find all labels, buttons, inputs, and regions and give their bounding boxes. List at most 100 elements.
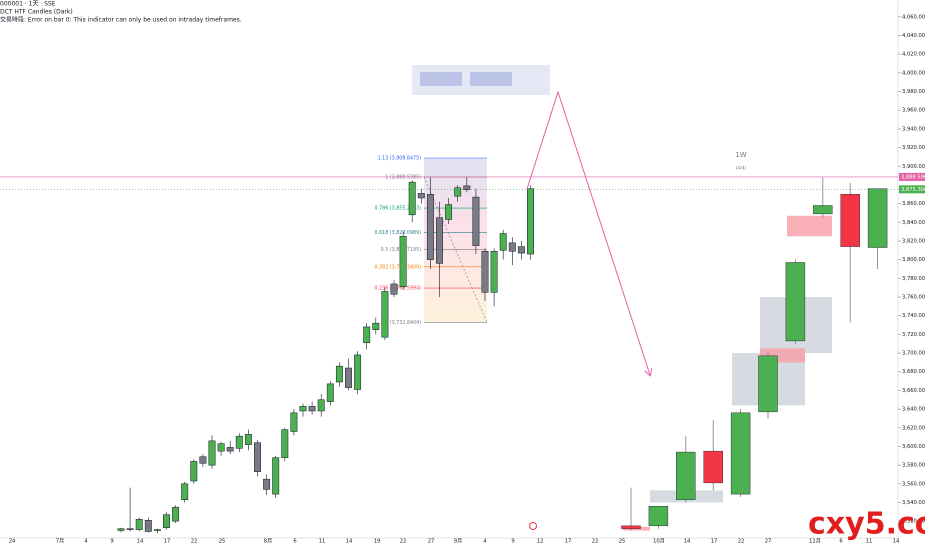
candle-body <box>190 461 198 482</box>
error-note: 交易時段: Error on bar 0: This indicator can… <box>0 16 242 24</box>
htf-body <box>758 355 778 413</box>
price-tag <box>899 185 925 194</box>
htf-body <box>621 525 641 529</box>
x-tick-label: 22 <box>738 539 745 544</box>
htf-body <box>648 506 669 527</box>
x-tick-label: 14 <box>137 539 144 544</box>
candle-body <box>117 528 125 531</box>
fib-label: 0.236 (3,769.5994) <box>375 286 422 292</box>
x-tick-label: 9 <box>511 539 514 544</box>
fib-label: 1 (3,888.5985) <box>385 174 421 180</box>
y-tick-label: 3,600.000 <box>902 444 925 450</box>
candle-body <box>499 233 507 251</box>
htf-body <box>867 188 888 248</box>
candle-body <box>426 194 434 260</box>
y-tick-label: 3,800.000 <box>902 257 925 263</box>
candle-body <box>272 457 280 495</box>
candle-body <box>436 217 443 264</box>
x-tick-label: 27 <box>428 539 435 544</box>
fib-trend <box>423 176 488 323</box>
x-tick-label: 9 <box>110 539 113 544</box>
x-tick-label: 14 <box>346 539 353 544</box>
x-tick-label: 19 <box>374 539 381 544</box>
y-tick-label: 3,720.000 <box>902 332 925 338</box>
candle-body <box>527 188 534 255</box>
htf-counter: (4/4) <box>736 166 747 172</box>
candle-body <box>172 506 180 522</box>
candle-body <box>153 529 161 531</box>
htf-body <box>840 194 860 247</box>
candle-body <box>290 412 298 432</box>
x-tick-label: 17 <box>565 539 572 544</box>
y-tick-label: 3,760.000 <box>902 295 925 301</box>
candle-body <box>281 429 289 458</box>
htf-body <box>676 451 696 500</box>
y-tick-label: 3,700.000 <box>902 351 925 357</box>
candle-body <box>317 399 325 412</box>
x-tick-label: 25 <box>219 539 226 544</box>
candle-body <box>517 246 525 254</box>
x-tick-label: 14 <box>893 539 900 544</box>
x-tick-label: 27 <box>765 539 772 544</box>
candle-body <box>445 204 453 220</box>
price-label: 3,888.590 <box>901 174 925 180</box>
candle-body <box>381 291 389 338</box>
candle-body <box>326 383 334 402</box>
candle-body <box>463 185 471 190</box>
candle-body <box>399 236 407 287</box>
candle-body <box>226 447 234 452</box>
candle-body <box>490 251 498 293</box>
htf-label: 1W <box>735 151 746 159</box>
y-tick-label: 4,060.000 <box>902 14 925 20</box>
htf-body <box>785 262 806 342</box>
htf-body <box>813 205 833 215</box>
candle-body <box>472 196 480 246</box>
x-tick-label: 25 <box>619 539 626 544</box>
y-tick-label: 3,520.000 <box>902 519 925 525</box>
x-tick-label: 12 <box>537 539 544 544</box>
x-tick-label: 6 <box>839 539 842 544</box>
y-tick-label: 3,860.000 <box>902 201 925 207</box>
candle-body <box>181 483 189 500</box>
y-tick-label: 3,780.000 <box>902 276 925 282</box>
x-tick-label: 24 <box>9 539 16 544</box>
fib-label: 0.786 (3,855.2653) <box>375 206 422 212</box>
candle-body <box>144 520 152 532</box>
x-tick-label: 17 <box>711 539 718 544</box>
projection-arrow <box>526 90 650 375</box>
candle-body <box>390 283 398 295</box>
candle-body <box>163 514 170 528</box>
x-tick-label: 8月 <box>264 538 273 544</box>
candle-body <box>417 193 425 199</box>
candle-body <box>244 434 252 445</box>
candle-body <box>217 443 225 452</box>
event-icon[interactable] <box>529 522 537 530</box>
symbol: 000001 · 1天 · SSE <box>0 1 56 8</box>
x-tick-label: 10月 <box>653 538 665 544</box>
candle-body <box>408 181 416 216</box>
x-tick-label: 9月 <box>454 538 463 544</box>
candle-body <box>235 435 243 449</box>
price-label: 3,875.300 <box>901 187 925 193</box>
candle-body <box>454 187 462 197</box>
x-tick-label: 17 <box>164 539 171 544</box>
y-tick-label: 3,920.000 <box>902 145 925 151</box>
y-tick-label: 3,940.000 <box>902 126 925 132</box>
blurred-text <box>420 72 462 86</box>
y-tick-label: 4,020.000 <box>902 52 925 58</box>
fvg-zone <box>787 215 832 237</box>
y-tick-label: 3,560.000 <box>902 481 925 487</box>
candle-body <box>508 242 516 252</box>
x-tick-label: 4 <box>84 539 88 544</box>
watermark: cxy5.com <box>808 507 925 542</box>
candle-body <box>363 326 371 344</box>
htf-body <box>703 450 723 484</box>
x-tick-label: 6 <box>293 539 296 544</box>
y-tick-label: 3,640.000 <box>902 407 925 413</box>
candle-body <box>335 365 343 383</box>
candle-body <box>299 406 307 412</box>
y-tick-label: 3,840.000 <box>902 220 925 226</box>
indicator: DCT HTF Candles (Dark) <box>0 9 73 16</box>
htf-body <box>730 412 751 495</box>
